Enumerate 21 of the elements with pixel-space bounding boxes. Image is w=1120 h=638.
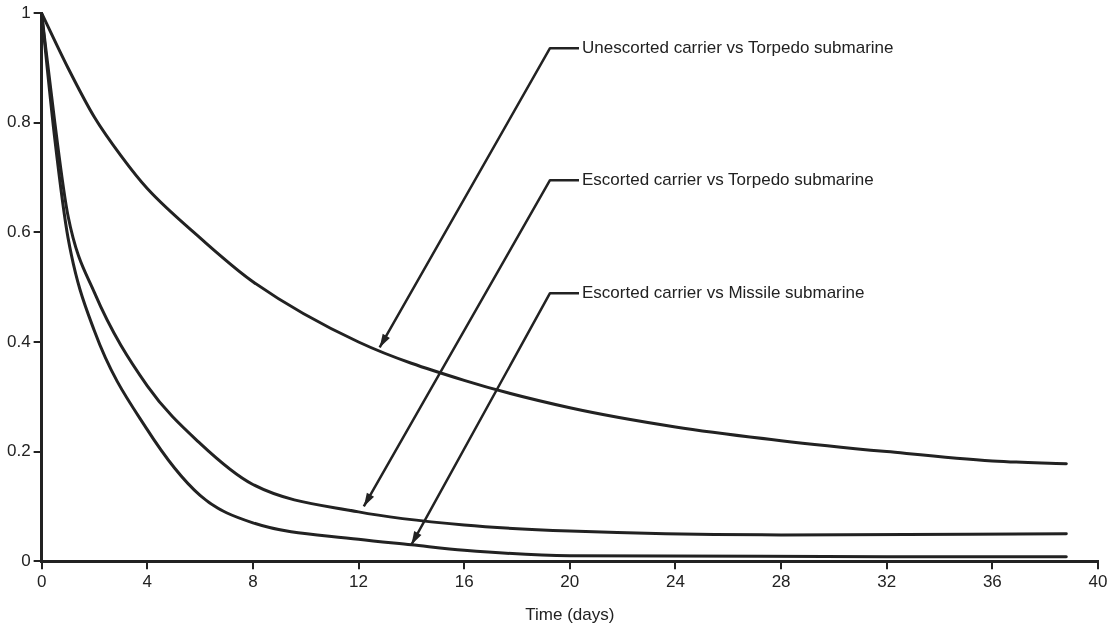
x-tick-label: 0 — [36, 572, 47, 592]
x-tick-label: 16 — [454, 572, 474, 592]
x-tick-label: 28 — [771, 572, 791, 592]
x-tick-label: 32 — [877, 572, 897, 592]
annotation: Escorted carrier vs Torpedo submarine — [582, 169, 874, 189]
y-tick-label: 0 — [21, 550, 31, 570]
y-tick-label: 0.2 — [6, 441, 31, 461]
x-tick-label: 24 — [665, 572, 685, 592]
x-tick-label: 4 — [142, 572, 152, 592]
x-tick-label: 36 — [982, 572, 1002, 592]
y-tick-label: 1 — [21, 2, 31, 22]
x-tick-label: 40 — [1088, 572, 1108, 592]
y-tick-label: 0.8 — [6, 112, 31, 132]
y-tick-label: 0.4 — [6, 331, 31, 351]
annotation: Escorted carrier vs Missile submarine — [582, 282, 865, 302]
x-tick-label: 12 — [349, 572, 368, 592]
x-axis-title: Time (days) — [525, 605, 615, 625]
x-tick-label: 8 — [248, 572, 258, 592]
x-tick-label: 20 — [560, 572, 580, 592]
annotation: Unescorted carrier vs Torpedo submarine — [582, 37, 894, 57]
y-tick-label: 0.6 — [6, 222, 31, 242]
